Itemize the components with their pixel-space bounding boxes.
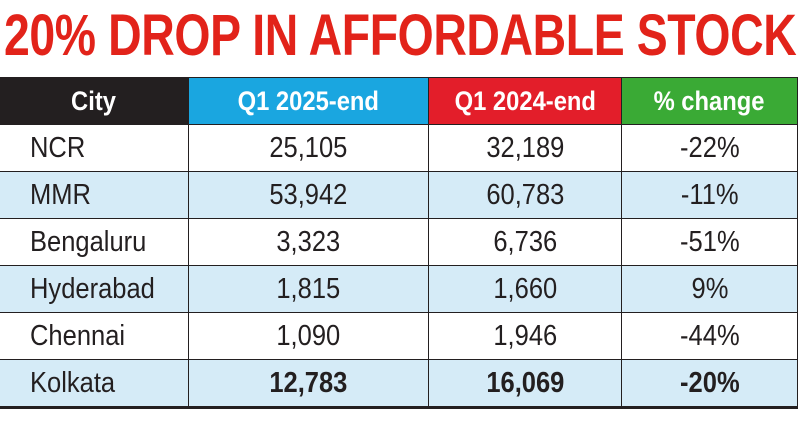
header-label: % change — [654, 85, 765, 116]
cell-value: MMR — [30, 178, 91, 211]
header-label: Q1 2024-end — [454, 85, 596, 116]
cell-value: 12,783 — [269, 366, 348, 399]
headline: 20% DROP IN AFFORDABLE STOCK — [4, 3, 797, 68]
cell-value: -11% — [680, 178, 739, 211]
cell-value: 60,783 — [485, 178, 565, 211]
table-row: Chennai 1,090 1,946 -44% — [0, 312, 798, 360]
cell-q1-2025: 1,815 — [188, 265, 429, 313]
table-row: Bengaluru 3,323 6,736 -51% — [0, 218, 798, 266]
cell-value: 1,090 — [276, 319, 341, 352]
cell-change: -51% — [621, 218, 798, 266]
cell-q1-2024: 32,189 — [428, 124, 622, 172]
cell-value: Hyderabad — [30, 272, 155, 305]
cell-value: 1,946 — [493, 319, 557, 352]
cell-value: 1,660 — [493, 272, 557, 305]
cell-q1-2024: 16,069 — [428, 359, 622, 408]
header-change: % change — [621, 77, 798, 125]
cell-change: -44% — [621, 312, 798, 360]
cell-q1-2025: 3,323 — [188, 218, 429, 266]
affordable-stock-table: City Q1 2025-end Q1 2024-end % change NC… — [0, 77, 798, 409]
table-row: Hyderabad 1,815 1,660 9% — [0, 265, 798, 313]
cell-value: Kolkata — [30, 366, 116, 399]
table-row: NCR 25,105 32,189 -22% — [0, 124, 798, 172]
cell-q1-2024: 6,736 — [428, 218, 622, 266]
cell-q1-2024: 60,783 — [428, 171, 622, 219]
header-label: City — [71, 85, 117, 116]
cell-city: MMR — [0, 171, 189, 219]
cell-value: 3,323 — [276, 225, 341, 258]
cell-value: 32,189 — [485, 131, 565, 164]
header-city: City — [0, 77, 189, 125]
cell-city: Bengaluru — [0, 218, 189, 266]
cell-value: 16,069 — [485, 366, 565, 399]
cell-q1-2024: 1,660 — [428, 265, 622, 313]
table-header-row: City Q1 2025-end Q1 2024-end % change — [0, 77, 798, 125]
cell-value: NCR — [30, 131, 86, 164]
cell-city: Chennai — [0, 312, 189, 360]
cell-value: 1,815 — [276, 272, 341, 305]
cell-value: -44% — [679, 319, 740, 352]
cell-value: 25,105 — [269, 131, 348, 164]
cell-q1-2025: 1,090 — [188, 312, 429, 360]
cell-q1-2024: 1,946 — [428, 312, 622, 360]
cell-change: -20% — [621, 359, 798, 408]
cell-city: Hyderabad — [0, 265, 189, 313]
table-row: Kolkata 12,783 16,069 -20% — [0, 359, 798, 408]
cell-q1-2025: 12,783 — [188, 359, 429, 408]
cell-change: -11% — [621, 171, 798, 219]
cell-value: -51% — [679, 225, 740, 258]
cell-change: -22% — [621, 124, 798, 172]
cell-q1-2025: 25,105 — [188, 124, 429, 172]
cell-change: 9% — [621, 265, 798, 313]
cell-city: NCR — [0, 124, 189, 172]
cell-q1-2025: 53,942 — [188, 171, 429, 219]
cell-value: Chennai — [30, 319, 126, 352]
cell-city: Kolkata — [0, 359, 189, 408]
cell-value: 9% — [691, 272, 728, 305]
header-q1-2024: Q1 2024-end — [428, 77, 622, 125]
header-q1-2025: Q1 2025-end — [188, 77, 429, 125]
header-label: Q1 2025-end — [237, 85, 380, 116]
cell-value: -20% — [679, 366, 740, 399]
cell-value: 6,736 — [493, 225, 557, 258]
table-row: MMR 53,942 60,783 -11% — [0, 171, 798, 219]
cell-value: 53,942 — [269, 178, 348, 211]
cell-value: -22% — [679, 131, 740, 164]
cell-value: Bengaluru — [30, 225, 147, 258]
